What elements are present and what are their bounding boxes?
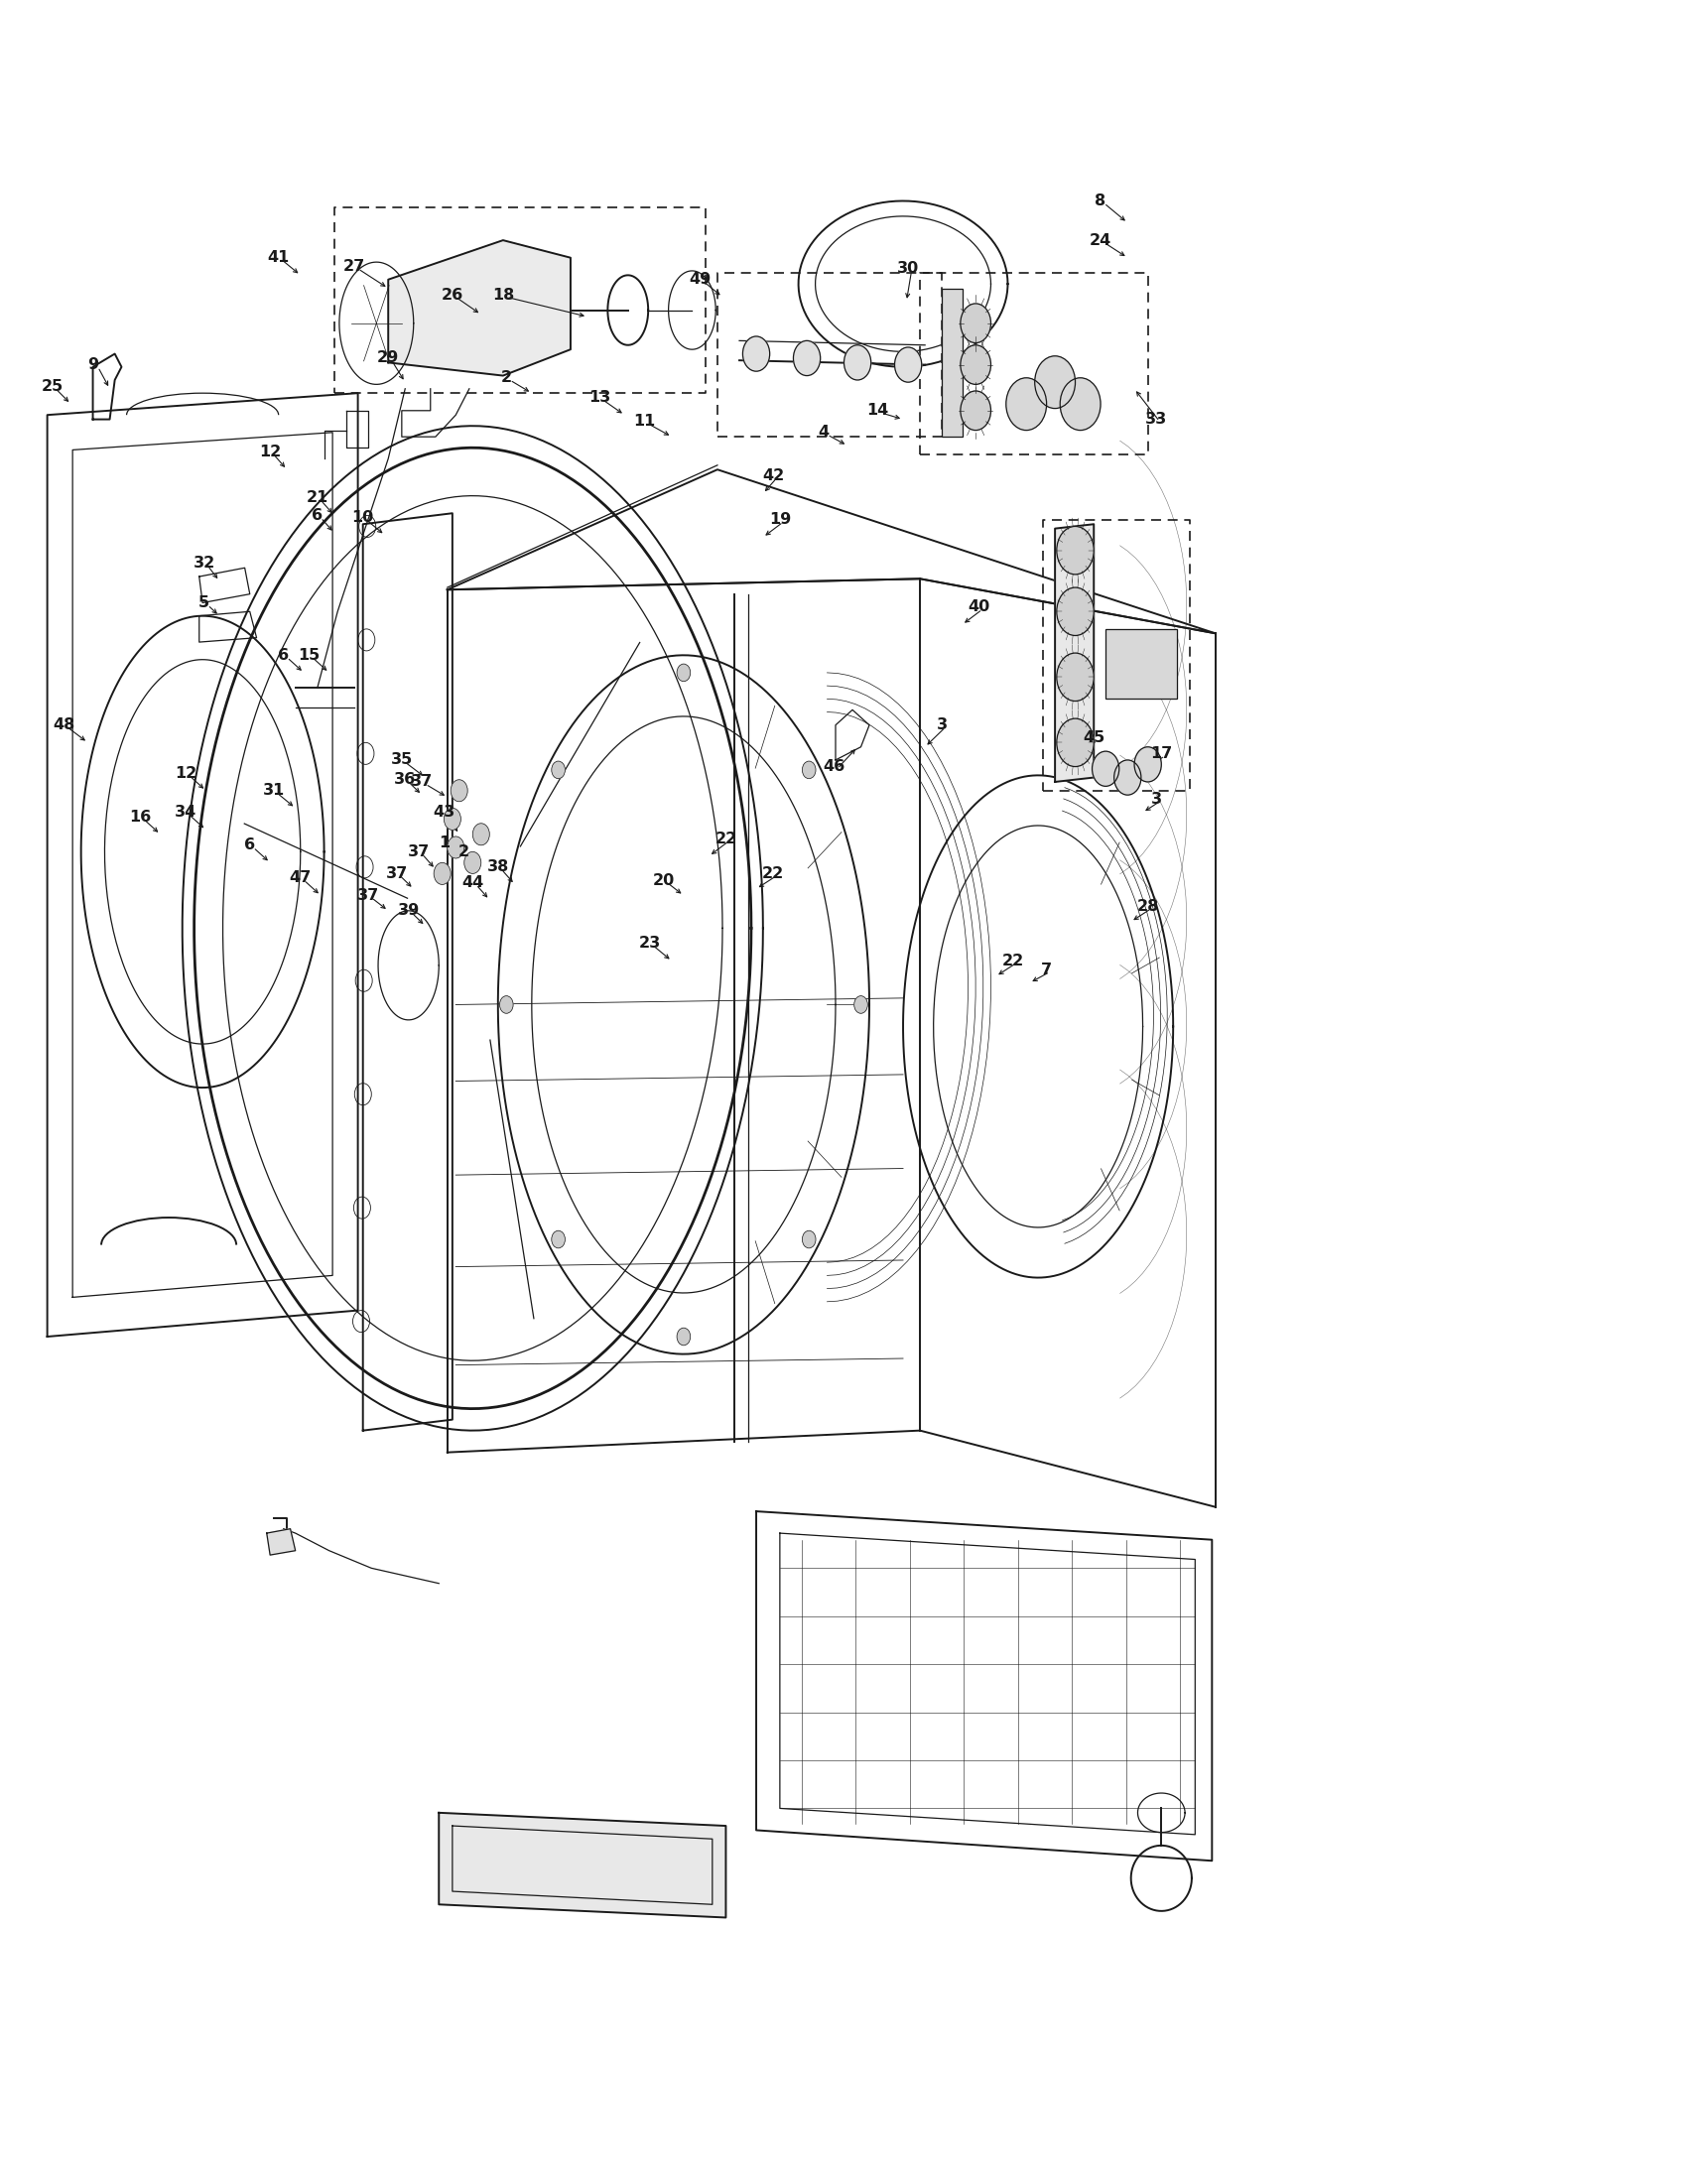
Circle shape: [1006, 378, 1047, 430]
Text: 37: 37: [356, 889, 380, 902]
Text: 12: 12: [174, 767, 197, 780]
Text: 22: 22: [761, 867, 785, 880]
Text: 30: 30: [896, 262, 920, 275]
Circle shape: [451, 780, 468, 802]
Circle shape: [552, 762, 565, 780]
Text: 43: 43: [432, 806, 456, 819]
Circle shape: [464, 852, 481, 874]
Text: 46: 46: [822, 760, 846, 773]
Text: 2: 2: [501, 371, 511, 384]
Text: 37: 37: [385, 867, 408, 880]
Circle shape: [960, 304, 991, 343]
Polygon shape: [267, 1529, 295, 1555]
Text: 44: 44: [461, 876, 484, 889]
Circle shape: [500, 996, 513, 1013]
Text: 7: 7: [1041, 963, 1052, 976]
Circle shape: [854, 996, 868, 1013]
Text: 39: 39: [397, 904, 420, 917]
Text: 9: 9: [88, 358, 98, 371]
Text: 3: 3: [937, 719, 947, 732]
Circle shape: [793, 341, 820, 376]
Text: 45: 45: [1082, 732, 1106, 745]
Text: 37: 37: [410, 775, 434, 788]
Text: 19: 19: [768, 513, 792, 526]
Text: 41: 41: [267, 251, 290, 264]
Text: 6: 6: [312, 509, 322, 522]
Circle shape: [802, 1230, 815, 1247]
Text: 42: 42: [761, 470, 785, 483]
Text: 37: 37: [407, 845, 430, 858]
Text: 12: 12: [258, 446, 282, 459]
Text: 29: 29: [376, 352, 400, 365]
Text: 22: 22: [714, 832, 738, 845]
Text: 47: 47: [289, 871, 312, 885]
Bar: [1106, 629, 1177, 699]
Text: 21: 21: [306, 491, 329, 505]
Text: 17: 17: [1150, 747, 1173, 760]
Circle shape: [444, 808, 461, 830]
Text: 22: 22: [1001, 954, 1025, 968]
Circle shape: [802, 762, 815, 780]
Text: 18: 18: [491, 288, 515, 301]
Text: 13: 13: [587, 391, 611, 404]
Text: 3: 3: [1151, 793, 1161, 806]
Circle shape: [895, 347, 922, 382]
Text: 33: 33: [1144, 413, 1168, 426]
Circle shape: [960, 345, 991, 384]
Circle shape: [960, 391, 991, 430]
Text: 24: 24: [1089, 234, 1112, 247]
Text: 10: 10: [351, 511, 375, 524]
Bar: [1106, 629, 1177, 699]
Text: 35: 35: [390, 753, 414, 767]
Text: 23: 23: [638, 937, 662, 950]
Text: 40: 40: [967, 601, 991, 614]
Text: 14: 14: [866, 404, 890, 417]
Text: 6: 6: [279, 649, 289, 662]
Text: 6: 6: [245, 839, 255, 852]
Text: 15: 15: [297, 649, 321, 662]
Circle shape: [434, 863, 451, 885]
Circle shape: [1057, 653, 1094, 701]
Circle shape: [1035, 356, 1075, 408]
Text: 11: 11: [633, 415, 657, 428]
Circle shape: [1092, 751, 1119, 786]
Text: 28: 28: [1136, 900, 1160, 913]
Circle shape: [447, 836, 464, 858]
Text: 36: 36: [393, 773, 417, 786]
Circle shape: [677, 1328, 690, 1345]
Circle shape: [552, 1230, 565, 1247]
Circle shape: [743, 336, 770, 371]
Text: 26: 26: [441, 288, 464, 301]
Circle shape: [1057, 719, 1094, 767]
Text: 32: 32: [192, 557, 216, 570]
Circle shape: [1057, 587, 1094, 636]
Bar: [942, 288, 962, 437]
Text: 20: 20: [652, 874, 675, 887]
Circle shape: [473, 823, 490, 845]
Text: 49: 49: [689, 273, 712, 286]
Text: 25: 25: [41, 380, 64, 393]
Circle shape: [1134, 747, 1161, 782]
Text: 4: 4: [819, 426, 829, 439]
Text: 16: 16: [128, 810, 152, 823]
Circle shape: [1114, 760, 1141, 795]
Circle shape: [677, 664, 690, 681]
Text: 2: 2: [459, 845, 469, 858]
Text: 48: 48: [52, 719, 76, 732]
Circle shape: [1060, 378, 1101, 430]
Bar: [942, 288, 962, 437]
Text: 34: 34: [174, 806, 197, 819]
Polygon shape: [388, 240, 571, 376]
Text: 5: 5: [199, 596, 209, 609]
Text: 38: 38: [486, 860, 510, 874]
Circle shape: [1057, 526, 1094, 574]
Text: 8: 8: [1096, 194, 1106, 207]
Polygon shape: [1055, 524, 1094, 782]
Text: 1: 1: [439, 836, 449, 850]
Polygon shape: [439, 1813, 726, 1918]
Circle shape: [844, 345, 871, 380]
Text: 31: 31: [262, 784, 285, 797]
Text: 27: 27: [343, 260, 366, 273]
